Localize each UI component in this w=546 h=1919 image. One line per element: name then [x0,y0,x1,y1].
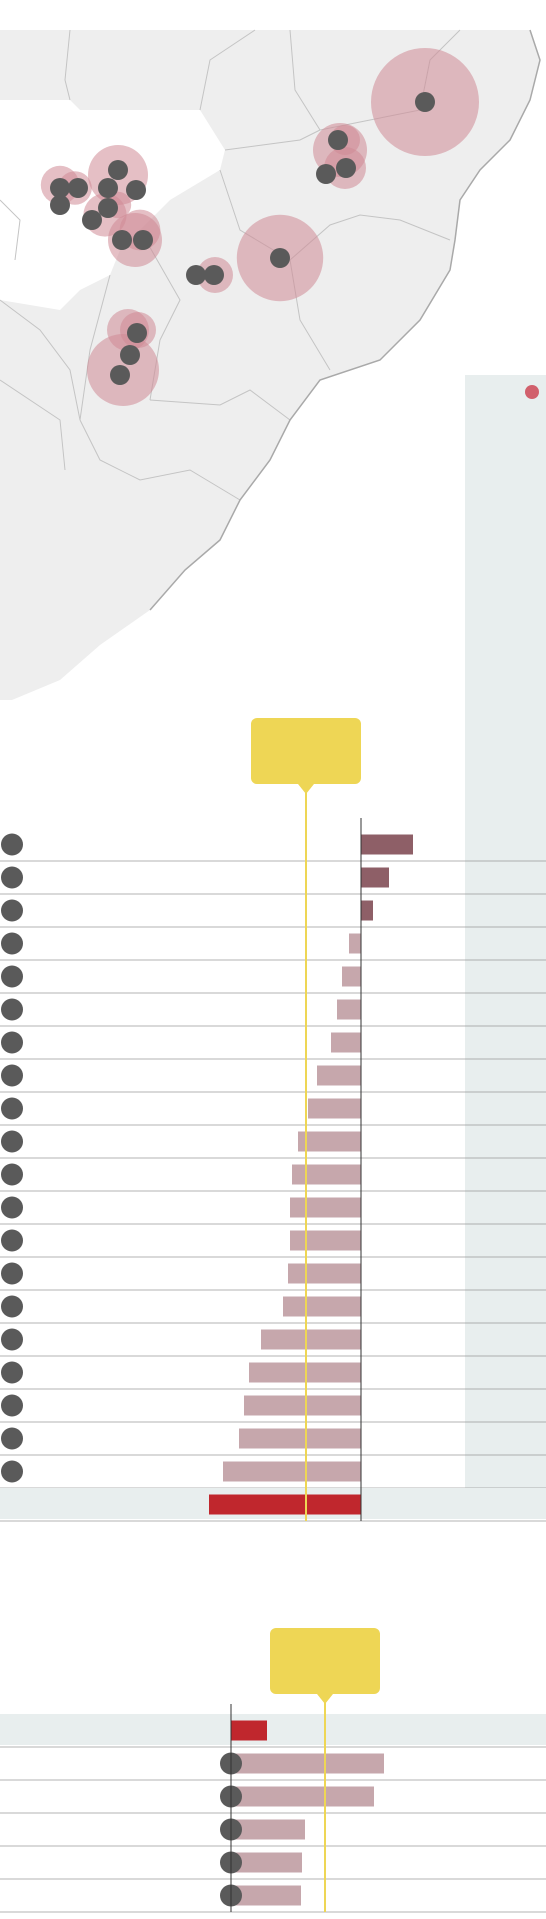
map-marker [50,195,70,215]
callout-pointer [298,784,314,794]
data-bar [361,900,373,921]
row-marker [1,1427,23,1450]
data-bar [239,1428,361,1449]
row-marker [1,932,23,955]
map-marker [82,210,102,230]
row-marker [1,1394,23,1417]
callout-pointer [317,1694,333,1704]
data-bar [337,999,361,1020]
map-marker [110,365,130,385]
row-marker [1,1361,23,1384]
data-bar [290,1197,361,1218]
data-bar [292,1164,361,1185]
data-bar [317,1065,361,1086]
data-bar [283,1296,361,1317]
choropleth-bubble-map [0,29,546,700]
data-bar [231,1885,301,1906]
reference-callout [251,718,361,784]
reference-callout [270,1628,380,1694]
data-bar [223,1461,361,1482]
data-bar [244,1395,361,1416]
map-marker [316,164,336,184]
row-marker [1,965,23,988]
legend-dot [525,385,539,399]
map-marker [270,248,290,268]
data-bar [342,966,361,987]
data-bar [231,1786,374,1807]
data-bar [231,1819,305,1840]
bar-chart-2 [0,1628,546,1913]
map-marker [415,92,435,112]
map-marker [126,180,146,200]
map-marker [98,178,118,198]
row-marker [1,1262,23,1285]
map-marker [120,345,140,365]
map-markers [50,92,435,385]
data-bar [361,834,413,855]
data-bar [361,867,389,888]
map-marker [204,265,224,285]
map-marker [127,323,147,343]
row-marker [1,1460,23,1483]
data-bar [288,1263,361,1284]
row-marker [1,1130,23,1153]
map-marker [186,265,206,285]
data-bar [331,1032,361,1053]
data-bar [298,1131,361,1152]
row-marker [1,1328,23,1351]
row-marker [1,1031,23,1054]
highlight-row-band [0,1714,546,1745]
map-marker [50,178,70,198]
row-marker [1,1196,23,1219]
row-marker [1,998,23,1021]
map-marker [68,178,88,198]
row-marker [1,1064,23,1087]
data-bar [308,1098,361,1119]
row-marker [1,1295,23,1318]
map-marker [108,160,128,180]
data-bar [231,1720,267,1741]
map-marker [336,158,356,178]
row-marker [1,1163,23,1186]
map-marker [112,230,132,250]
map-marker [98,198,118,218]
data-bar [349,933,361,954]
data-bar [231,1753,384,1774]
data-bar [209,1494,361,1515]
map-marker [133,230,153,250]
data-bar [261,1329,361,1350]
row-marker [1,1229,23,1252]
row-marker [1,866,23,889]
data-bar [290,1230,361,1251]
row-marker [1,1097,23,1120]
side-panel [465,700,546,1495]
data-bar [231,1852,302,1873]
row-marker [1,899,23,922]
map-coastline [149,29,541,611]
map-marker [328,130,348,150]
row-marker [1,833,23,856]
side-panel [465,375,546,700]
bar-chart-1 [0,700,546,1522]
